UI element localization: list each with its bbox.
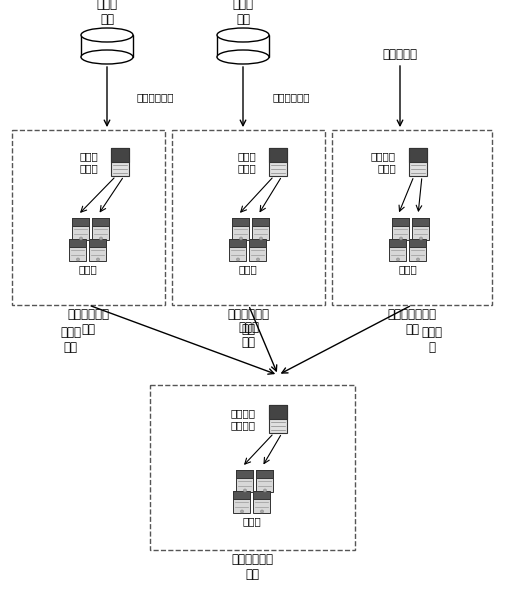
Circle shape: [256, 258, 259, 261]
Ellipse shape: [81, 50, 133, 64]
Bar: [269, 405, 286, 433]
Bar: [149, 385, 355, 550]
Text: 水利数
据库: 水利数 据库: [232, 0, 253, 26]
Ellipse shape: [81, 28, 133, 42]
Bar: [12, 130, 165, 305]
Bar: [252, 218, 269, 226]
Bar: [389, 239, 406, 247]
Circle shape: [260, 510, 263, 513]
Circle shape: [416, 258, 419, 261]
Text: 服务器: 服务器: [398, 264, 417, 274]
Bar: [232, 218, 249, 226]
Bar: [253, 491, 270, 499]
Bar: [89, 239, 106, 247]
Bar: [249, 239, 266, 261]
Bar: [229, 239, 246, 247]
Bar: [72, 218, 89, 240]
Bar: [408, 148, 426, 176]
Circle shape: [259, 237, 262, 240]
Circle shape: [399, 237, 401, 240]
Bar: [111, 148, 129, 176]
Bar: [249, 239, 266, 247]
Text: 电力数
据库: 电力数 据库: [96, 0, 117, 26]
Text: 电碳均
衡负载: 电碳均 衡负载: [79, 151, 98, 173]
Text: 水碳排
放值: 水碳排 放值: [237, 321, 259, 349]
Bar: [233, 491, 250, 499]
Bar: [229, 239, 246, 261]
Bar: [92, 218, 109, 226]
Bar: [172, 130, 324, 305]
Bar: [236, 470, 253, 479]
Text: 服务器: 服务器: [242, 516, 261, 526]
Bar: [392, 218, 409, 240]
Circle shape: [99, 237, 103, 240]
Circle shape: [419, 237, 422, 240]
Text: 用水监测数据: 用水监测数据: [273, 92, 310, 102]
Bar: [269, 148, 286, 162]
Bar: [408, 148, 426, 162]
Circle shape: [79, 237, 82, 240]
Ellipse shape: [217, 28, 269, 42]
Bar: [236, 470, 253, 492]
Bar: [111, 148, 129, 162]
Bar: [389, 239, 406, 261]
Text: 服务器: 服务器: [238, 264, 257, 274]
Circle shape: [240, 510, 243, 513]
Circle shape: [96, 258, 99, 261]
Bar: [69, 239, 86, 261]
Bar: [253, 491, 270, 513]
Text: 碳中和数据: 碳中和数据: [382, 48, 417, 61]
Ellipse shape: [217, 50, 269, 64]
Circle shape: [76, 258, 79, 261]
Bar: [69, 239, 86, 247]
Bar: [269, 148, 286, 176]
Bar: [256, 470, 273, 479]
Bar: [81, 35, 133, 57]
Text: 碳中和均
衡负载: 碳中和均 衡负载: [370, 151, 395, 173]
Circle shape: [236, 258, 239, 261]
Bar: [256, 470, 273, 492]
Bar: [89, 239, 106, 261]
Bar: [269, 405, 286, 419]
Bar: [409, 239, 426, 247]
Circle shape: [396, 258, 399, 261]
Bar: [92, 218, 109, 240]
Text: 水碳分布服务
年元: 水碳分布服务 年元: [227, 308, 269, 336]
Bar: [392, 218, 409, 226]
Circle shape: [239, 237, 242, 240]
Bar: [233, 491, 250, 513]
Bar: [412, 218, 429, 226]
Text: 碳中和
值: 碳中和 值: [421, 326, 442, 354]
Text: 碳中和分布服务
年元: 碳中和分布服务 年元: [387, 308, 436, 336]
Bar: [217, 35, 269, 57]
Bar: [252, 218, 269, 240]
Text: 水碳均
衡负载: 水碳均 衡负载: [237, 151, 256, 173]
Text: 用电监测数据: 用电监测数据: [137, 92, 174, 102]
Circle shape: [263, 489, 266, 492]
Text: 综合计算
均衡负载: 综合计算 均衡负载: [231, 408, 256, 430]
Bar: [72, 218, 89, 226]
Bar: [232, 218, 249, 240]
Text: 综合计算服务
年元: 综合计算服务 年元: [231, 553, 273, 581]
Circle shape: [243, 489, 246, 492]
Bar: [409, 239, 426, 261]
Bar: [331, 130, 491, 305]
Bar: [412, 218, 429, 240]
Text: 电碳排
放值: 电碳排 放值: [60, 326, 81, 354]
Text: 服务器: 服务器: [78, 264, 97, 274]
Text: 电碳分布服务
年元: 电碳分布服务 年元: [67, 308, 109, 336]
